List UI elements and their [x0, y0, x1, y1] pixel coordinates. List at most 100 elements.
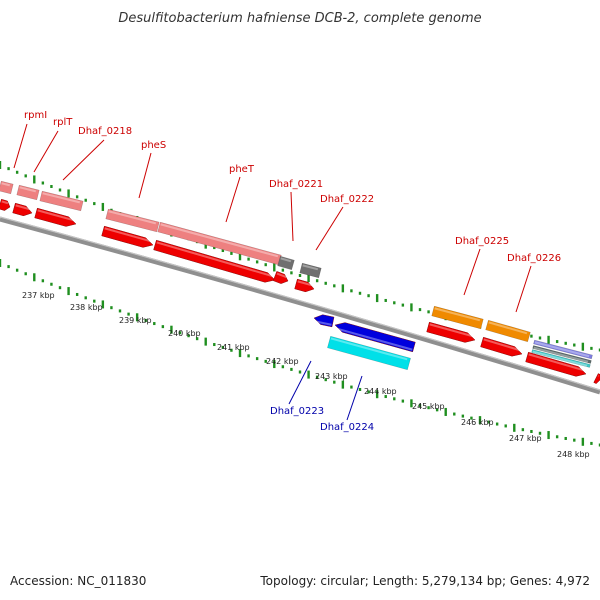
minor-tick — [358, 291, 362, 295]
minor-tick — [75, 195, 79, 199]
minor-tick — [7, 265, 10, 269]
major-tick — [135, 313, 139, 322]
major-tick — [33, 273, 36, 282]
minor-tick — [213, 343, 216, 347]
cds-arrow-dhaf-0226 — [480, 336, 523, 357]
minor-tick — [598, 348, 600, 352]
gene-label-leaders — [13, 123, 532, 421]
minor-tick — [50, 184, 53, 188]
minor-tick — [350, 385, 353, 389]
minor-tick — [84, 198, 87, 202]
minor-tick — [427, 310, 430, 314]
minor-tick — [564, 436, 567, 440]
scale-label: 241 kbp — [217, 343, 250, 352]
gene-block-phes — [105, 208, 160, 233]
minor-tick — [213, 246, 216, 250]
minor-tick — [84, 296, 87, 300]
major-tick — [478, 416, 482, 425]
minor-tick — [324, 378, 327, 382]
scale-labels: 237 kbp 238 kbp 239 kbp 240 kbp 241 kbp … — [22, 291, 590, 459]
minor-tick — [573, 343, 576, 347]
minor-tick — [384, 395, 387, 399]
minor-tick — [264, 359, 267, 363]
minor-tick — [487, 420, 490, 424]
minor-tick — [144, 318, 147, 322]
scale-label: 240 kbp — [168, 329, 201, 338]
cds-arrow-next — [525, 351, 587, 377]
major-tick — [581, 437, 585, 446]
minor-tick — [281, 365, 285, 369]
major-tick — [170, 325, 173, 334]
minor-tick — [93, 299, 96, 303]
minor-tick — [58, 188, 62, 192]
major-tick — [547, 335, 550, 344]
gene-label-phes: pheS — [141, 140, 166, 151]
minor-tick — [110, 306, 113, 310]
backbone-line — [0, 216, 600, 395]
minor-tick — [401, 399, 405, 403]
gene-label-dhaf-0222: Dhaf_0222 — [320, 194, 374, 205]
minor-tick — [504, 424, 507, 428]
minor-tick — [24, 272, 27, 276]
gene-block-dhaf-0225 — [431, 305, 484, 330]
minor-tick — [590, 441, 593, 445]
major-tick — [273, 263, 276, 272]
minor-tick — [367, 390, 370, 394]
minor-tick — [75, 292, 79, 296]
leader-dhaf-0221 — [290, 191, 294, 242]
major-tick — [101, 202, 105, 211]
minor-tick — [255, 260, 259, 264]
minor-tick — [195, 337, 199, 341]
major-tick — [341, 284, 345, 293]
cds-arrow-dhaf-0218 — [34, 207, 77, 227]
cds-arrow-edge — [593, 373, 600, 384]
minor-tick — [333, 284, 336, 288]
major-tick — [307, 370, 310, 379]
scale-label: 246 kbp — [461, 418, 494, 427]
leader-rpmi — [13, 123, 28, 169]
minor-tick — [50, 282, 53, 286]
major-tick — [375, 390, 379, 399]
minor-tick — [127, 312, 130, 316]
leader-rplt — [33, 130, 59, 173]
minor-tick — [598, 443, 600, 447]
minor-tick — [41, 279, 45, 283]
major-tick — [513, 423, 516, 432]
cds-arrow-dhaf-0221 — [272, 271, 289, 284]
major-tick — [341, 380, 345, 389]
major-tick — [238, 252, 242, 261]
leader-phet — [225, 176, 241, 223]
minor-tick — [230, 348, 233, 352]
minor-tick — [590, 346, 593, 350]
major-tick — [101, 300, 105, 309]
minor-tick — [264, 263, 267, 267]
major-tick — [67, 287, 70, 296]
minor-tick — [15, 268, 19, 272]
minor-tick — [247, 257, 250, 261]
inner-tick-ring — [0, 259, 600, 447]
minor-tick — [315, 375, 319, 379]
gene-label-rplt: rplT — [53, 117, 73, 128]
minor-tick — [427, 406, 430, 410]
minor-tick — [281, 268, 285, 272]
gene-label-dhaf-0218: Dhaf_0218 — [78, 126, 132, 137]
scale-label: 245 kbp — [412, 402, 445, 411]
minor-tick — [118, 309, 122, 313]
minor-tick — [15, 170, 19, 174]
leader-dhaf-0223 — [288, 360, 312, 405]
leader-dhaf-0218 — [62, 139, 105, 181]
major-tick — [307, 274, 310, 283]
major-tick — [581, 342, 585, 351]
minor-tick — [221, 249, 225, 253]
cds-arrow-rplt — [12, 202, 33, 217]
minor-tick — [538, 336, 542, 340]
minor-tick — [470, 416, 473, 420]
minor-tick — [41, 181, 45, 185]
minor-tick — [538, 431, 542, 435]
major-tick — [67, 189, 70, 198]
gene-block-stripe-a — [533, 339, 593, 360]
leader-phes — [138, 152, 152, 199]
scale-label: 242 kbp — [266, 357, 299, 366]
minor-tick — [290, 271, 293, 275]
